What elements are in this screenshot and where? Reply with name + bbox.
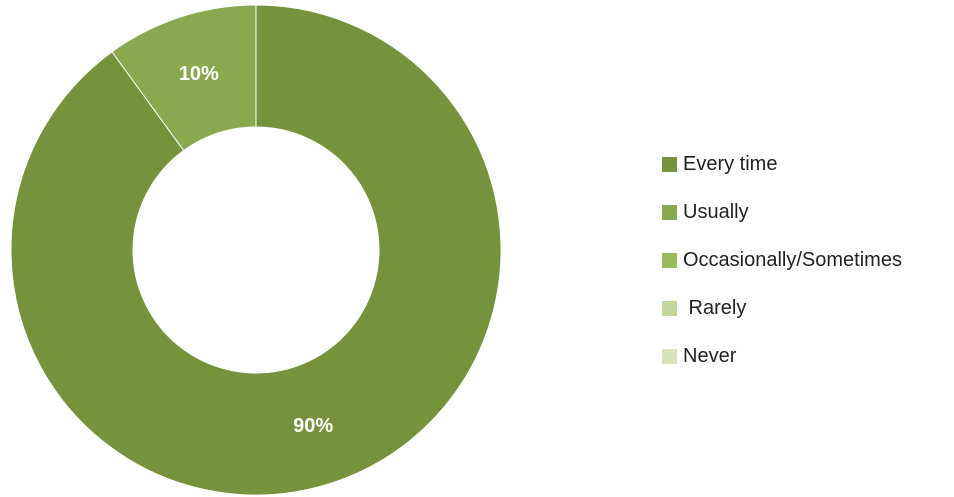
legend-item-never: Never	[662, 332, 902, 380]
chart-legend: Every time Usually Occasionally/Sometime…	[662, 140, 902, 380]
slice-data-label: 10%	[179, 63, 219, 85]
legend-swatch	[662, 348, 677, 364]
legend-item-usually: Usually	[662, 188, 902, 236]
donut-slice-every-time	[10, 4, 502, 496]
legend-label: Every time	[683, 152, 778, 175]
legend-swatch	[662, 300, 677, 316]
legend-item-occasionally-sometimes: Occasionally/Sometimes	[662, 236, 902, 284]
legend-label: Occasionally/Sometimes	[683, 248, 902, 271]
legend-swatch	[662, 252, 677, 268]
slice-data-label: 90%	[293, 415, 333, 437]
legend-swatch	[662, 204, 677, 220]
legend-label: Rarely	[683, 296, 747, 319]
legend-swatch	[662, 156, 677, 172]
donut-slice-usually	[111, 4, 257, 152]
legend-item-rarely: Rarely	[662, 284, 902, 332]
legend-label: Never	[683, 344, 737, 367]
legend-label: Usually	[683, 200, 749, 223]
legend-item-every-time: Every time	[662, 140, 902, 188]
